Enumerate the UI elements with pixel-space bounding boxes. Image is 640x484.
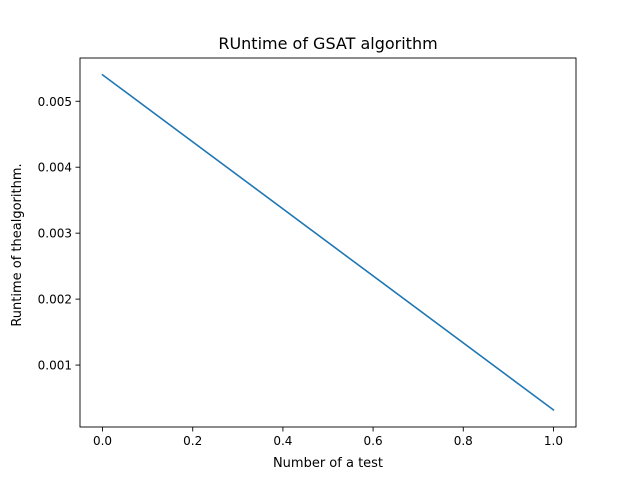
y-axis-label: Runtime of thealgorithm. — [10, 163, 25, 326]
x-tick-label: 0.6 — [364, 434, 383, 448]
x-tick-label: 0.0 — [93, 434, 112, 448]
x-tick-label: 1.0 — [544, 434, 563, 448]
x-tick-label: 0.4 — [273, 434, 292, 448]
y-tick-label: 0.005 — [38, 95, 72, 109]
y-tick-label: 0.004 — [38, 161, 72, 175]
x-axis-label: Number of a test — [273, 456, 383, 471]
plot-frame — [79, 57, 577, 428]
chart-title: RUntime of GSAT algorithm — [218, 34, 437, 53]
x-tick-label: 0.8 — [454, 434, 473, 448]
y-tick-label: 0.001 — [38, 359, 72, 373]
x-tick-label: 0.2 — [183, 434, 202, 448]
y-tick-label: 0.002 — [38, 293, 72, 307]
plot-area: 0.0 0.2 0.4 0.6 0.8 1.0 0.001 0.002 0.003 0.004 0.… — [38, 57, 577, 448]
y-tick-label: 0.003 — [38, 227, 72, 241]
series-line-0 — [101, 73, 555, 412]
